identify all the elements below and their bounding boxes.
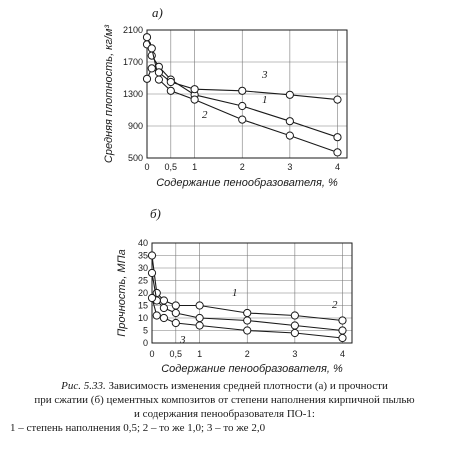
series-3-point [333,95,342,104]
x-tick-label: 0 [149,349,154,359]
y-tick-label: 25 [138,276,148,286]
series-2-line [146,36,338,153]
series-1-point [338,316,347,325]
chart-density: 0 0,5 1 2 3 4 500 900 1300 1700 2100 Содержание пен… [103,5,348,189]
plot-frame [151,242,353,344]
y-tick-label: 5 [143,326,148,336]
x-axis-label: Содержание пенообразователя, % [156,177,338,189]
x-tick-label: 0 [144,162,149,172]
series-2-point [190,95,199,104]
y-tick-label: 1300 [123,89,143,99]
series-3-label: 3 [179,334,186,346]
series-3-point [154,68,164,77]
series-1-label: 1 [232,287,238,299]
x-tick-label: 2 [245,349,250,359]
series-2-point [171,308,180,318]
y-tick-label: 0 [143,338,148,348]
y-tick-label: 15 [138,301,148,311]
x-tick-label: 0,5 [165,162,178,172]
y-tick-label: 35 [138,251,148,261]
series-3-point [285,90,294,99]
series-3-point [171,318,180,328]
series-2-point [154,75,164,84]
series-1-label: 1 [262,94,268,106]
series-3-point [142,74,152,83]
x-tick-label: 1 [192,162,197,172]
x-tick-label: 3 [287,162,292,172]
series-2-point [159,303,169,313]
x-tick-label: 3 [292,349,297,359]
y-tick-label: 10 [138,313,148,323]
y-axis-label: Прочность, МПа [116,249,128,336]
caption-text-1: Зависимость изменения средней плотности … [108,380,388,392]
series-1-point [290,311,299,320]
series-3-point [147,293,157,303]
y-tick-label: 20 [138,288,148,298]
series-3-point [147,64,156,73]
caption-legend: 1 – степень наполнения 0,5; 2 – то же 1,… [10,422,266,434]
series-2-point [338,326,347,335]
series-1-point [285,117,294,126]
series-1-point [171,301,180,310]
panel-label: а) [152,5,163,20]
series-3-point [290,328,299,338]
series-3-point [338,333,347,343]
x-tick-label: 4 [340,349,345,359]
caption-line-1: Рис. 5.33. Зависимость изменения средней… [0,380,449,393]
panel-label: б) [150,206,161,221]
series-2-point [195,313,204,323]
y-tick-label: 500 [128,153,143,163]
x-tick-label: 2 [240,162,245,172]
series-3-point [159,313,169,323]
series-1-point [238,101,247,111]
series-2-label: 2 [332,299,338,311]
series-2-point [147,44,156,53]
series-2-point [285,131,294,140]
series-2-point [333,148,342,157]
series-2-point [238,115,247,124]
series-1-point [333,133,342,142]
caption-line-2: при сжатии (б) цементных композитов от с… [34,394,415,406]
y-tick-label: 30 [138,263,148,273]
series-2-point [166,86,175,95]
series-3-label: 3 [261,69,268,81]
y-tick-label: 900 [128,121,143,131]
series-1-point [195,301,204,310]
series-3-point [243,326,252,335]
series-3-point [238,86,247,95]
caption-line-3: и содержания пенообразователя ПО-1: [134,408,315,420]
series-2-point [290,321,299,330]
x-tick-label: 1 [197,349,202,359]
series-3-point [166,77,175,87]
series-3-point [152,311,161,320]
series-3-point [195,321,204,330]
x-tick-label: 4 [335,162,340,172]
series-1-point [147,251,157,260]
figure-label: Рис. 5.33. [61,380,106,392]
y-axis-label: Средняя плотность, кг/м³ [103,25,115,163]
series-1-point [243,308,252,318]
series-3-point [190,85,199,94]
series-1-point [159,296,169,305]
series-2-point [147,268,157,278]
x-tick-label: 0,5 [170,349,183,359]
series-2-label: 2 [202,109,208,121]
y-tick-label: 2100 [123,25,143,35]
y-tick-label: 40 [138,238,148,248]
series-2-point [243,316,252,325]
plot-frame [146,29,348,159]
series-2-point [142,33,152,42]
y-tick-label: 1700 [123,57,143,67]
x-axis-label: Содержание пенообразователя, % [161,363,343,375]
